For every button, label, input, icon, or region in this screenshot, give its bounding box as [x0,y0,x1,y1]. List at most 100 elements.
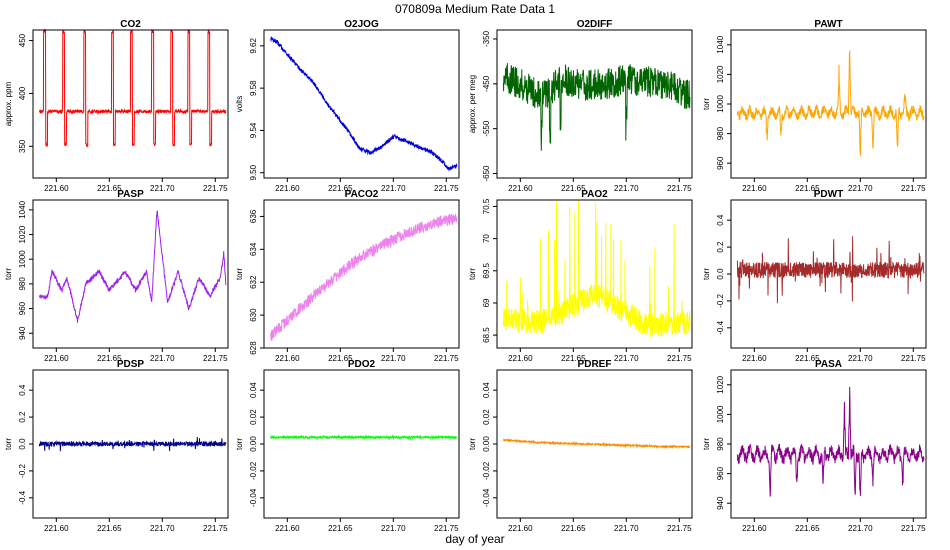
panel-title: O2JOG [344,19,379,30]
x-tick-label: 221.70 [381,354,406,363]
x-tick-label: 221.60 [742,524,767,533]
x-tick-label: 221.75 [434,184,459,193]
series-line [38,28,227,149]
plot-frame [730,369,927,519]
x-tick-label: 221.75 [667,524,692,533]
panel-title: PASA [815,359,842,370]
x-tick-label: 221.60 [275,524,300,533]
panels: CO2 approx. ppm 350 400 450 221.60 221.65 221.7… [4,19,927,533]
y-tick-label: 0.0 [716,268,725,280]
y-axis-label: torr [468,438,477,450]
x-tick-label: 221.70 [614,184,639,193]
panel-title: PDWT [814,189,843,200]
y-axis-label: torr [4,268,13,280]
x-tick-label: 221.70 [848,354,873,363]
panel-title: PAO2 [581,189,608,200]
series-line [38,436,227,452]
panel-title: PDREF [578,359,612,370]
y-tick-label: -0.02 [482,461,491,480]
y-tick-label: 70 [482,234,491,243]
x-tick-label: 221.65 [328,354,353,363]
plot-frame [32,199,229,349]
x-tick-label: 221.70 [614,354,639,363]
y-tick-label: -0.04 [249,488,258,507]
x-tick-label: 221.60 [44,354,69,363]
x-tick-label: 221.70 [381,184,406,193]
x-tick-label: 221.65 [97,524,122,533]
y-tick-label: 1020 [716,65,725,83]
panel: O2DIFF approx. per meg -650 -550 -450 -350 221… [468,19,693,193]
x-tick-label: 221.60 [275,184,300,193]
x-tick-label: 221.60 [275,354,300,363]
y-tick-label: 400 [18,86,27,100]
y-tick-label: 0.02 [249,409,258,425]
y-tick-label: -650 [482,165,491,182]
panel-title: PDO2 [348,359,376,370]
y-tick-label: 1020 [18,225,27,243]
panel: PASA torr 940 960 980 1000 1020 221.60 221.65 221… [702,359,927,533]
plot-frame [263,29,460,179]
series-line [502,437,691,449]
x-tick-label: 221.70 [848,184,873,193]
panel-title: PAWT [814,19,842,30]
y-axis-label: torr [702,98,711,110]
figure-xlabel: day of year [445,532,504,546]
y-tick-label: 70.5 [482,198,491,214]
panel: PACO2 torr 628 630 632 634 636 221.60 221.65 221.… [235,189,460,363]
panel: CO2 approx. ppm 350 400 450 221.60 221.65 221.7… [4,19,229,193]
y-tick-label: 69.5 [482,262,491,278]
x-tick-label: 221.65 [561,184,586,193]
panel: PASP torr 940 960 980 1000 1020 1040 221.60 221.6… [4,189,229,363]
series-line [38,210,227,323]
panel-title: O2DIFF [577,19,613,30]
x-tick-label: 221.65 [97,184,122,193]
panel: O2JOG volts 9.50 9.54 9.58 9.62 221.60 221.65 22… [235,19,460,193]
panel: PDREF torr -0.04 -0.02 0.00 0.02 0.04 221.60 221… [468,359,693,533]
y-tick-label: 0.04 [482,382,491,398]
y-tick-label: 1040 [716,35,725,53]
y-tick-label: 1000 [18,250,27,268]
x-tick-label: 221.60 [44,524,69,533]
y-tick-label: 0.04 [249,382,258,398]
x-tick-label: 221.65 [561,354,586,363]
x-tick-label: 221.75 [203,354,228,363]
y-tick-label: 634 [249,242,258,256]
x-tick-label: 221.75 [901,184,926,193]
panel-title: CO2 [120,19,141,30]
y-tick-label: -450 [482,75,491,92]
series-line [736,386,925,497]
x-tick-label: 221.60 [508,524,533,533]
y-tick-label: 940 [18,326,27,340]
x-tick-label: 221.65 [795,524,820,533]
panel-title: PASP [117,189,144,200]
y-tick-label: 960 [716,156,725,170]
y-axis-label: torr [468,268,477,280]
x-tick-label: 221.75 [901,354,926,363]
y-tick-label: 9.62 [249,38,258,54]
x-tick-label: 221.65 [795,354,820,363]
x-tick-label: 221.60 [508,354,533,363]
y-tick-label: 0.2 [18,411,27,423]
plot-frame [730,29,927,179]
panel-title: PACO2 [345,189,379,200]
y-tick-label: 1020 [716,375,725,393]
y-axis-label: approx. ppm [4,81,13,126]
y-tick-label: 0.4 [18,384,27,396]
y-axis-label: torr [702,268,711,280]
y-tick-label: -0.2 [18,463,27,477]
figure-title: 070809a Medium Rate Data 1 [395,2,555,16]
y-axis-label: approx. per meg [468,75,477,133]
y-tick-label: 0.0 [18,438,27,450]
x-tick-label: 221.70 [381,524,406,533]
series-line [270,434,458,441]
plot-frame [496,29,693,179]
plot-frame [496,199,693,349]
series-line [269,213,458,341]
plot-frame [263,369,460,519]
x-tick-label: 221.75 [901,524,926,533]
y-tick-label: 940 [716,496,725,510]
y-tick-label: -0.02 [249,461,258,480]
y-tick-label: 350 [18,139,27,153]
x-tick-label: 221.70 [150,184,175,193]
